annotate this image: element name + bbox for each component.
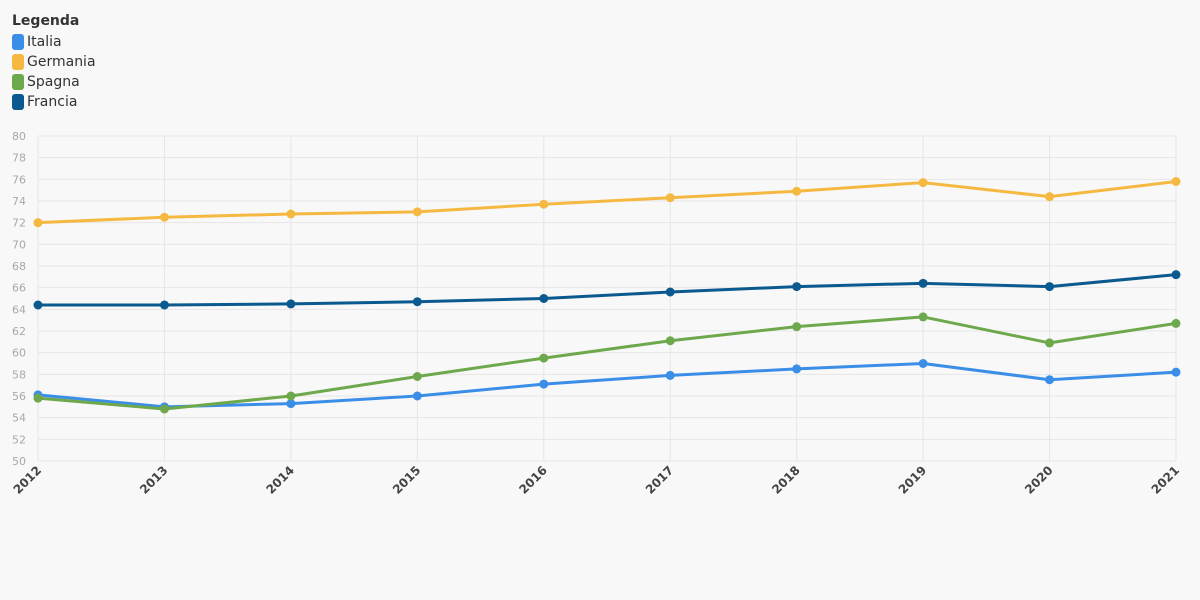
- y-tick-label: 78: [12, 152, 26, 165]
- legend-swatch: [12, 54, 24, 70]
- data-point-germania: [33, 218, 43, 228]
- data-point-italia: [792, 364, 802, 374]
- data-point-francia: [792, 282, 802, 292]
- data-point-spagna: [1171, 318, 1181, 328]
- data-point-germania: [539, 199, 549, 209]
- y-tick-label: 60: [12, 347, 26, 360]
- x-tick-label: 2018: [769, 463, 803, 497]
- legend-item-francia[interactable]: Francia: [12, 92, 96, 112]
- legend-label: Spagna: [27, 74, 80, 90]
- data-point-germania: [665, 193, 675, 203]
- x-tick-label: 2019: [896, 463, 930, 497]
- y-tick-label: 74: [12, 195, 26, 208]
- legend-swatch: [12, 94, 24, 110]
- x-tick-label: 2012: [11, 463, 45, 497]
- data-point-francia: [1045, 282, 1055, 292]
- x-tick-label: 2021: [1149, 463, 1183, 497]
- legend-label: Italia: [27, 34, 62, 50]
- x-tick-label: 2013: [137, 463, 171, 497]
- data-point-spagna: [539, 353, 549, 363]
- data-point-francia: [286, 299, 296, 309]
- series-line-germania: [37, 180, 1177, 225]
- data-point-francia: [665, 287, 675, 297]
- y-tick-label: 76: [12, 173, 26, 186]
- y-tick-label: 68: [12, 260, 26, 273]
- y-tick-label: 52: [12, 433, 26, 446]
- data-point-spagna: [33, 393, 43, 403]
- data-point-italia: [1045, 375, 1055, 385]
- y-tick-label: 54: [12, 412, 26, 425]
- data-point-spagna: [159, 404, 169, 414]
- data-point-spagna: [918, 312, 928, 322]
- data-point-spagna: [1045, 338, 1055, 348]
- data-point-italia: [412, 391, 422, 401]
- x-tick-label: 2014: [263, 463, 297, 497]
- data-point-francia: [539, 294, 549, 303]
- data-point-francia: [1171, 270, 1181, 280]
- legend-item-spagna[interactable]: Spagna: [12, 72, 96, 92]
- data-point-francia: [412, 297, 422, 307]
- data-point-germania: [918, 178, 928, 188]
- legend-title: Legenda: [12, 13, 80, 29]
- data-point-germania: [412, 207, 422, 217]
- data-point-spagna: [665, 336, 675, 346]
- y-tick-label: 66: [12, 282, 26, 295]
- legend-label: Germania: [27, 54, 96, 70]
- legend-swatch: [12, 74, 24, 90]
- x-tick-label: 2017: [643, 463, 677, 497]
- data-point-italia: [918, 359, 928, 368]
- legend-label: Francia: [27, 94, 78, 110]
- y-tick-label: 70: [12, 238, 26, 251]
- data-point-germania: [286, 209, 296, 219]
- data-point-italia: [539, 379, 549, 389]
- data-point-italia: [1171, 367, 1181, 377]
- series-line-francia: [38, 273, 1177, 307]
- data-point-italia: [665, 370, 675, 380]
- data-point-francia: [33, 300, 43, 310]
- legend-item-italia[interactable]: Italia: [12, 32, 96, 52]
- y-tick-label: 62: [12, 325, 26, 338]
- data-point-spagna: [792, 322, 802, 332]
- y-tick-label: 50: [12, 455, 26, 468]
- legend-item-germania[interactable]: Germania: [12, 52, 96, 72]
- data-point-germania: [1171, 177, 1181, 186]
- data-point-francia: [918, 278, 928, 288]
- y-tick-label: 80: [12, 130, 26, 143]
- legend-swatch: [12, 34, 24, 50]
- data-point-germania: [1045, 192, 1055, 202]
- data-point-germania: [159, 212, 169, 222]
- y-tick-label: 58: [12, 368, 26, 381]
- x-tick-label: 2020: [1022, 463, 1056, 497]
- data-point-italia: [286, 399, 296, 409]
- x-tick-label: 2016: [516, 463, 550, 497]
- y-tick-label: 72: [12, 217, 26, 230]
- data-point-spagna: [412, 372, 422, 381]
- series-line-italia: [37, 362, 1177, 409]
- data-point-germania: [792, 186, 802, 196]
- data-point-francia: [159, 300, 169, 310]
- y-tick-label: 64: [12, 303, 26, 316]
- legend: Legenda Italia Germania Spagna Francia: [12, 12, 96, 112]
- series-line-spagna: [37, 315, 1177, 411]
- data-point-spagna: [286, 391, 296, 401]
- x-tick-label: 2015: [390, 463, 424, 497]
- y-tick-label: 56: [12, 390, 26, 403]
